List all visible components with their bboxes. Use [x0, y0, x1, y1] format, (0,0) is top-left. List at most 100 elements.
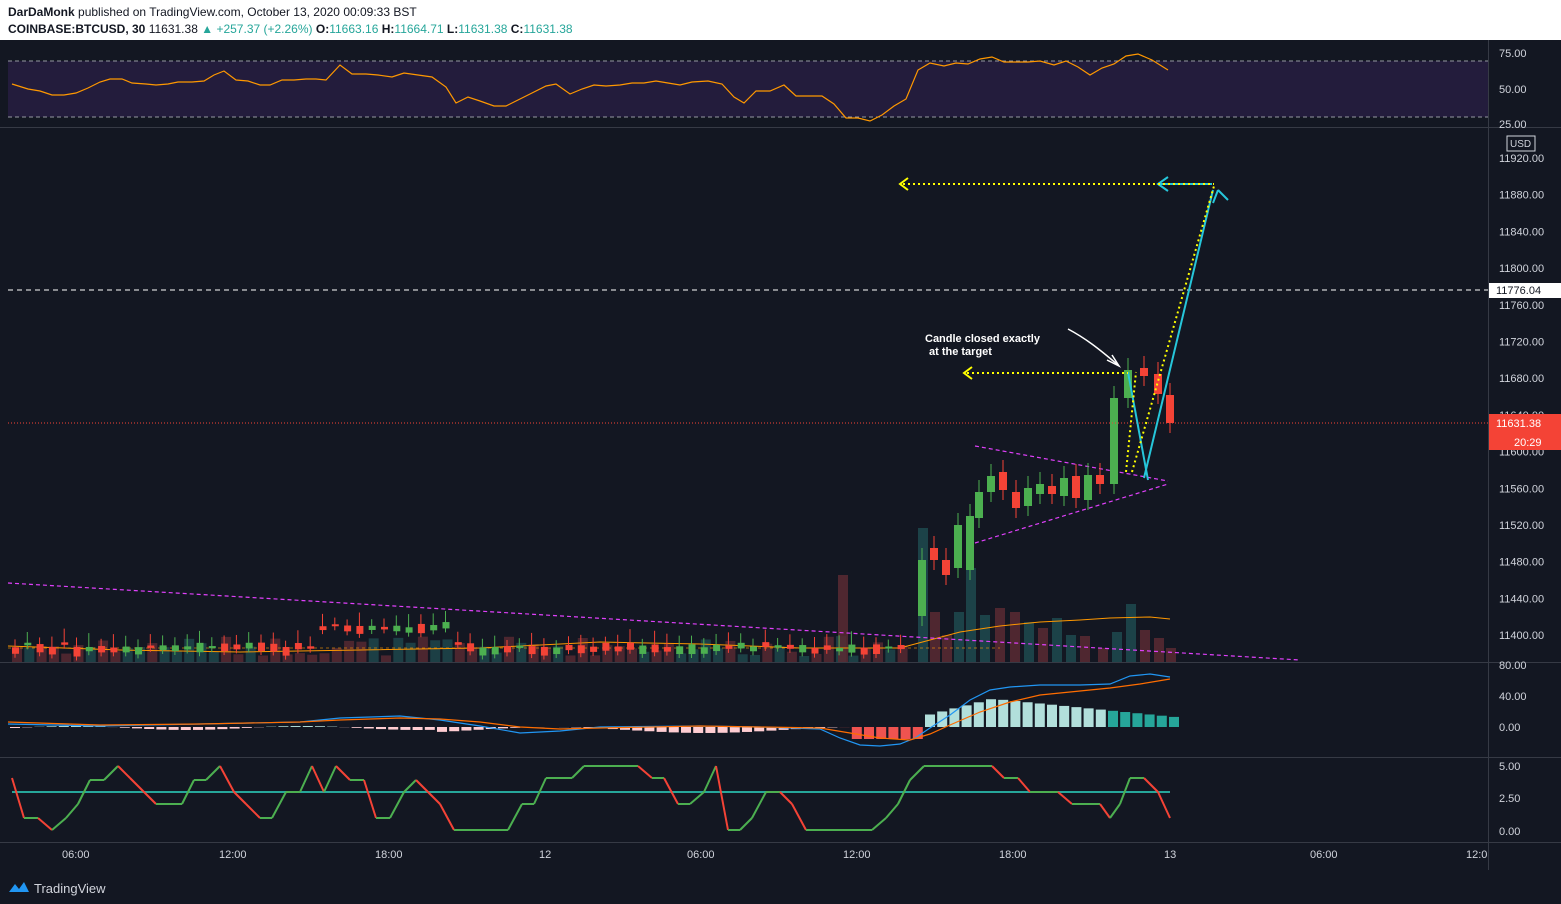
tradingview-logo-icon[interactable]: [8, 880, 30, 896]
price-tick: 11720.00: [1499, 337, 1544, 349]
volume-bar: [897, 645, 908, 662]
price-axis-ticks: 11920.00 11880.00 11840.00 11800.00 11760.00…: [1499, 153, 1544, 642]
oscillator-segment: [77, 779, 91, 805]
oscillator-segment: [129, 777, 145, 793]
macd-bar: [424, 727, 435, 730]
oscillator-segment: [791, 803, 807, 831]
oscillator-segment: [1017, 777, 1031, 793]
oscillator-segment: [271, 791, 287, 819]
candle-body: [966, 516, 974, 570]
chart-canvas[interactable]: 75.00 50.00 25.00 Candle closed exactly …: [0, 40, 1561, 874]
macd-bar: [925, 714, 935, 727]
level-label-bg: [1489, 283, 1561, 298]
candle-body: [737, 642, 745, 649]
price-tick: 11680.00: [1499, 373, 1544, 385]
oscillator-segment: [871, 817, 887, 831]
macd-bar: [851, 727, 862, 739]
currency-label[interactable]: USD: [1510, 139, 1531, 150]
volume-bar: [356, 641, 367, 662]
time-tick: 18:00: [375, 849, 403, 861]
oscillator-segment: [1109, 803, 1121, 819]
macd-bar: [778, 727, 789, 730]
macd-bar: [1022, 702, 1033, 727]
candle-body: [307, 646, 315, 649]
currency-box[interactable]: [1506, 135, 1536, 152]
volume-bar: [1140, 630, 1150, 662]
price-pane[interactable]: Candle closed exactly at the target USD …: [7, 135, 1561, 662]
macd-bar: [656, 727, 667, 732]
publish-line: DarDaMonk published on TradingView.com, …: [8, 5, 417, 19]
price-tick: 11840.00: [1499, 226, 1544, 238]
macd-bar: [1156, 715, 1167, 727]
rsi-pane[interactable]: 75.00 50.00 25.00: [8, 48, 1527, 131]
volume-bar: [725, 640, 736, 662]
candle-body: [36, 644, 44, 653]
macd-bar: [1132, 713, 1143, 727]
macd-bar: [290, 726, 301, 727]
candle-body: [12, 647, 19, 654]
symbol-name[interactable]: COINBASE:BTCUSD, 30: [8, 22, 146, 36]
candle-body: [999, 472, 1007, 490]
oscillator-segment: [663, 777, 679, 805]
macd-bar: [58, 726, 69, 727]
macd-pane[interactable]: 80.00 40.00 0.00: [7, 660, 1527, 747]
macd-bar: [900, 727, 911, 739]
volume-bar: [381, 655, 391, 662]
oscillator-segment: [389, 791, 405, 819]
macd-bar: [681, 727, 691, 733]
macd-bar: [1120, 712, 1131, 727]
candle-body: [848, 644, 856, 653]
oscillator-segment: [689, 791, 705, 805]
candle-body: [1124, 370, 1132, 398]
oscillator-segment: [751, 791, 767, 819]
rsi-tick: 25.00: [1499, 119, 1527, 131]
time-tick: 12:00: [219, 849, 247, 861]
oscillator-segment: [103, 765, 119, 781]
time-tick: 06:00: [1310, 849, 1338, 861]
volume-bar: [184, 638, 195, 662]
candle-body: [873, 644, 880, 655]
oscillator-segment: [65, 803, 79, 819]
author-name[interactable]: DarDaMonk: [8, 5, 75, 19]
candle-body: [159, 645, 167, 650]
open-label: O:: [315, 22, 330, 36]
volume-bar: [966, 568, 976, 662]
volume-bar: [344, 640, 355, 662]
candle-body: [987, 476, 995, 492]
volume-bar: [331, 647, 342, 662]
macd-bar: [888, 727, 899, 739]
volume-bar: [590, 655, 601, 662]
time-tick: 13: [1164, 849, 1176, 861]
volume-bar: [1154, 638, 1164, 662]
candle-body: [1012, 492, 1020, 508]
oscillator-segment: [219, 765, 235, 793]
triangle-upper-line: [974, 445, 1169, 482]
candle-body: [565, 644, 573, 651]
candle-body: [221, 643, 229, 652]
candle-body: [750, 646, 757, 652]
macd-tick: 40.00: [1499, 691, 1527, 703]
oscillator-segment: [909, 765, 925, 781]
tradingview-brand[interactable]: TradingView: [34, 881, 106, 896]
price-tick: 11880.00: [1499, 190, 1544, 202]
candle-body: [811, 647, 819, 654]
volume-bar: [1052, 618, 1062, 662]
oscillator-segment: [1057, 791, 1073, 805]
time-axis[interactable]: 06:00 12:00 18:00 12 06:00 12:00 18:00 1…: [62, 849, 1487, 861]
macd-bar: [1095, 709, 1106, 727]
price-tick: 11800.00: [1499, 263, 1544, 275]
volume-bar: [147, 643, 158, 662]
candle-body: [405, 627, 413, 633]
oscillator-pane[interactable]: 5.00 2.50 0.00: [11, 761, 1520, 838]
yellow-close-arrow-icon: [962, 366, 973, 380]
candle-body: [122, 646, 130, 653]
candle-body: [786, 644, 794, 649]
volume-bar: [294, 653, 305, 662]
oscillator-segment: [245, 803, 261, 819]
candle-body: [516, 645, 524, 648]
oscillator-segment: [415, 779, 429, 793]
candle-body: [590, 646, 598, 652]
candle-body: [319, 626, 327, 631]
volume-bar: [838, 575, 848, 662]
oscillator-segment: [403, 779, 417, 793]
